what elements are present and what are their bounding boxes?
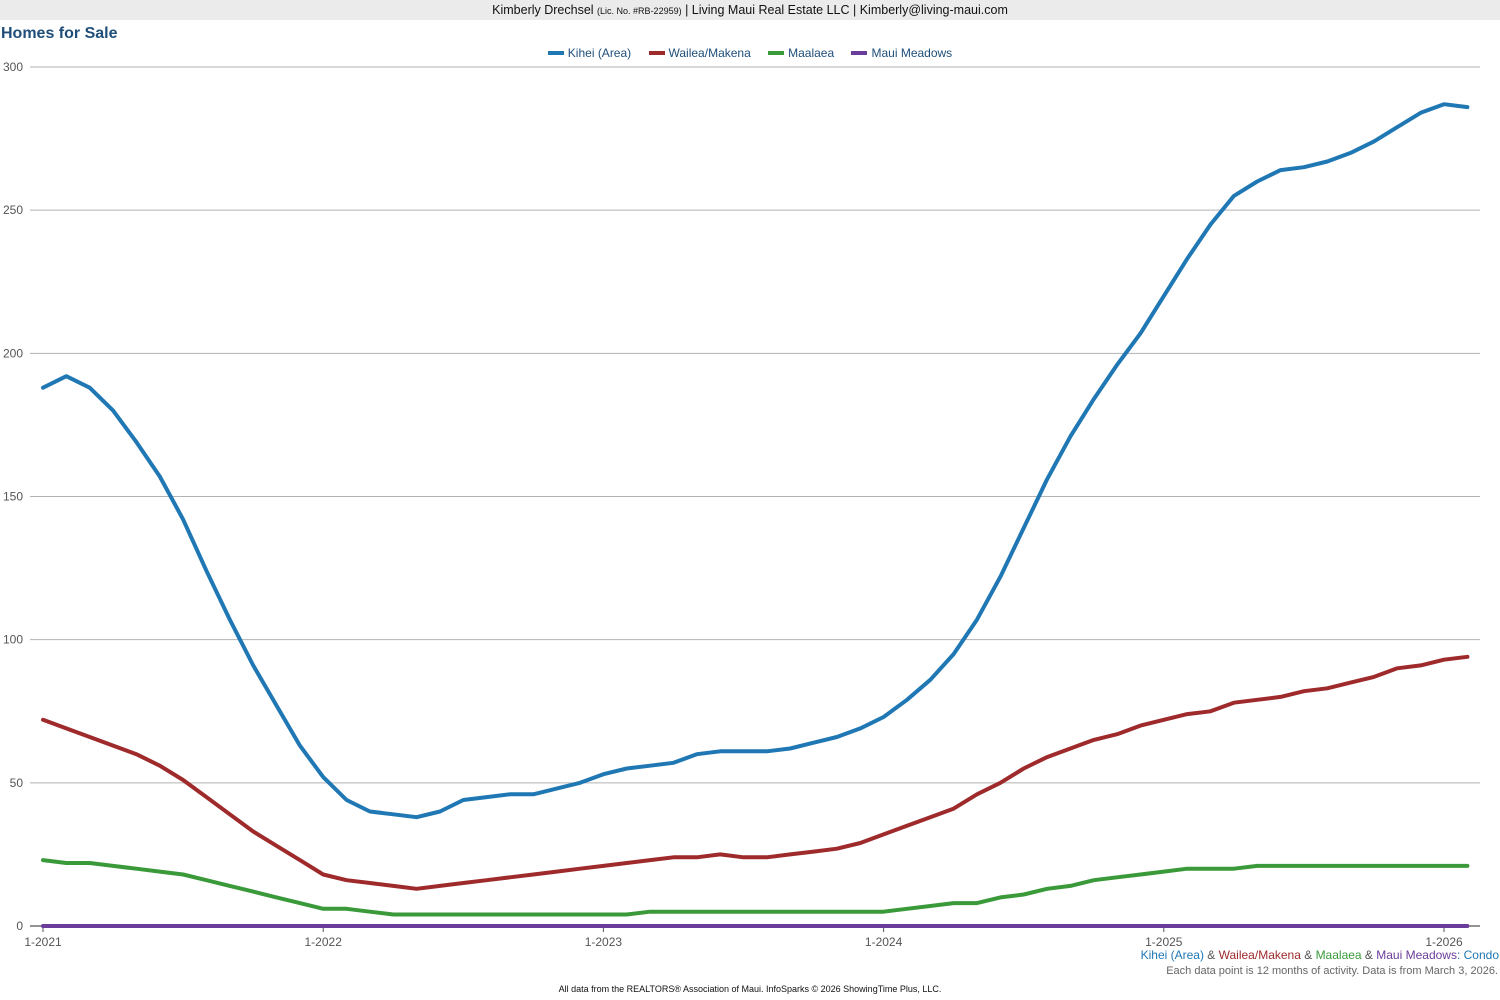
- legend-item-maui-meadows[interactable]: Maui Meadows: [851, 46, 952, 60]
- series-line-wailea-makena: [41, 654, 1470, 891]
- legend-swatch-maui-meadows: [851, 50, 868, 55]
- series-line-maalaea: [41, 858, 1470, 917]
- summary-maui-meadows: Maui Meadows: [1376, 948, 1457, 962]
- agent-name: Kimberly Drechsel: [492, 3, 594, 17]
- license-number: (Lic. No. #RB-22959): [597, 6, 682, 16]
- x-tick-label: 1-2024: [865, 935, 903, 949]
- summary-suffix: : Condo: [1456, 948, 1499, 962]
- data-credit: All data from the REALTORS® Association …: [558, 984, 942, 994]
- x-tick-label: 1-2023: [585, 935, 623, 949]
- y-tick-label: 200: [3, 346, 23, 360]
- summary-wailea: Wailea/Makena: [1218, 948, 1301, 962]
- legend-label-maalaea: Maalaea: [788, 46, 835, 60]
- legend-swatch-kihei: [547, 50, 564, 55]
- legend-swatch-maalaea: [768, 50, 785, 55]
- x-tick-label: 1-2026: [1425, 935, 1463, 949]
- x-tick-label: 1-2022: [305, 935, 343, 949]
- header-bar: Kimberly Drechsel (Lic. No. #RB-22959) |…: [0, 0, 1500, 20]
- y-tick-label: 100: [3, 633, 23, 647]
- legend-item-kihei[interactable]: Kihei (Area): [547, 46, 632, 60]
- summary-kihei: Kihei (Area): [1140, 948, 1204, 962]
- summary-separator: &: [1203, 948, 1219, 962]
- summary-separator: &: [1300, 948, 1316, 962]
- x-tick-label: 1-2025: [1145, 935, 1183, 949]
- legend-item-maalaea[interactable]: Maalaea: [768, 46, 834, 60]
- y-tick-label: 0: [16, 919, 23, 933]
- y-tick-label: 150: [3, 490, 23, 504]
- x-tick-label: 1-2021: [24, 935, 62, 949]
- series-line-kihei: [41, 102, 1470, 820]
- data-note: Each data point is 12 months of activity…: [1166, 965, 1498, 977]
- legend-label-maui-meadows: Maui Meadows: [871, 46, 953, 60]
- legend-label-kihei: Kihei (Area): [567, 46, 632, 60]
- legend-label-wailea: Wailea/Makena: [668, 46, 751, 60]
- summary-maalaea: Maalaea: [1315, 948, 1362, 962]
- legend-item-wailea[interactable]: Wailea/Makena: [648, 46, 751, 60]
- legend-swatch-wailea: [648, 50, 665, 55]
- y-tick-label: 300: [3, 60, 23, 74]
- company-info: | Living Maui Real Estate LLC | Kimberly…: [685, 3, 1008, 17]
- y-tick-label: 50: [10, 776, 24, 790]
- summary-separator: &: [1361, 948, 1377, 962]
- chart-title: Homes for Sale: [1, 25, 118, 42]
- series-summary: Kihei (Area) & Wailea/Makena & Maalaea &…: [1141, 948, 1499, 962]
- y-tick-label: 250: [3, 203, 23, 217]
- chart-legend: Kihei (Area) Wailea/Makena Maalaea Maui …: [0, 46, 1500, 60]
